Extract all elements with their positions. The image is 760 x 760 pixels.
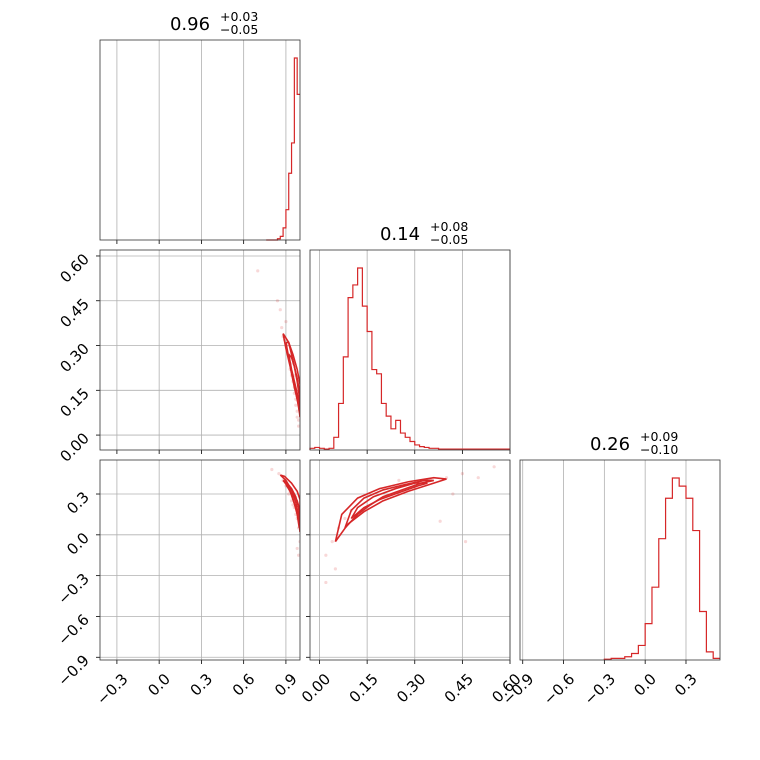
panel-1-0-ytick-label: 0.00 — [56, 429, 92, 465]
panel-1-0-sample-point — [295, 409, 299, 413]
panel-2-1-sample-point — [324, 553, 328, 557]
panel-1-0-sample-point — [296, 424, 300, 428]
hist-2-title-upper: +0.09 — [640, 429, 678, 444]
panel-1-0-sample-point — [280, 326, 284, 330]
panel-1-0-sample-point — [294, 403, 298, 407]
panel-2-1-sample-point — [330, 540, 334, 544]
panel-1-0-marks — [256, 269, 300, 428]
panel-1-0-sample-point — [256, 269, 260, 273]
panel-2-1-sample-point — [397, 478, 401, 483]
panel-2-1-sample-point — [463, 540, 468, 544]
panel-1-0-ytick-label: 0.15 — [56, 384, 92, 420]
panel-2-1-sample-point — [333, 567, 337, 571]
panel-2-0-sample-point — [295, 546, 299, 551]
panel-1-0-sample-point — [278, 308, 282, 312]
panel-2-0-ytick-label: 0.0 — [63, 529, 93, 559]
panel-2-1-xtick-label: 0.15 — [346, 670, 382, 706]
hist-2-step-line — [603, 477, 720, 660]
panel-2-1-sample-point — [460, 472, 464, 476]
hist-1-step-line — [309, 267, 510, 450]
panel-2-1-sample-point — [343, 516, 347, 521]
hist-0-title-lower: −0.05 — [220, 22, 258, 37]
panel-2-1-contour-2 — [334, 476, 447, 543]
hist-2-title-lower: −0.10 — [640, 442, 678, 457]
panel-1-0-sample-point — [296, 418, 300, 422]
hist-0-axes — [99, 39, 301, 241]
panel-2-0-ytick-label: −0.3 — [54, 570, 92, 608]
panel-2-1-sample-point — [492, 465, 496, 469]
panel-2-1-contour-1 — [350, 482, 428, 520]
hist-0-step-line — [266, 57, 300, 241]
panel-2-1-sample-point — [476, 476, 480, 480]
panel-2-0-contour-2 — [279, 474, 300, 533]
panel-2-0-xtick-label: 0.6 — [229, 670, 259, 700]
panel-1-0-sample-point — [284, 320, 288, 324]
hist-2-xtick-label: −0.6 — [540, 670, 578, 708]
panel-2-1-sample-point — [438, 519, 442, 523]
panel-2-1-axes — [309, 459, 511, 661]
panel-1-0-ytick-label: 0.30 — [56, 340, 92, 376]
panel-2-0-ytick-label: 0.3 — [63, 488, 93, 518]
panel-2-1-xtick-label: 0.45 — [441, 670, 477, 706]
panel-2-1-sample-point — [451, 492, 455, 496]
panel-2-0-ytick-label: −0.9 — [54, 651, 92, 689]
panel-2-0-sample-point — [270, 467, 274, 472]
panel-2-0-sample-point — [287, 492, 291, 496]
panel-2-0-xtick-label: 0.9 — [271, 670, 301, 700]
hist-2-xtick-label: 0.3 — [671, 670, 701, 700]
panel-1-0-sample-point — [295, 415, 299, 419]
hist-2-axes — [519, 459, 721, 661]
panel-2-0-axes — [99, 459, 301, 661]
hist-1-title-lower: −0.05 — [430, 232, 468, 247]
panel-1-0-ytick-label: 0.45 — [56, 295, 92, 331]
panel-2-1-xtick-label: 0.00 — [298, 670, 334, 706]
panel-1-0-sample-point — [275, 299, 280, 303]
panel-1-0-ytick-label: 0.60 — [56, 250, 92, 286]
panel-2-0-ytick-label: −0.6 — [54, 611, 92, 649]
hist-1-axes — [309, 249, 511, 451]
hist-2-title: 0.26 — [590, 434, 630, 455]
panel-2-0-xtick-label: −0.3 — [93, 670, 131, 708]
panel-2-1-sample-point — [324, 580, 328, 585]
hist-0-title-upper: +0.03 — [220, 9, 258, 24]
panel-2-0-sample-point — [277, 472, 281, 476]
panel-2-0-xtick-label: 0.0 — [144, 670, 174, 700]
panel-2-0-sample-point — [296, 553, 300, 557]
hist-2-xtick-label: 0.0 — [630, 670, 660, 700]
panel-2-1-marks — [324, 465, 496, 585]
panel-1-0-axes — [99, 249, 301, 451]
panel-1-0-contour-2 — [282, 333, 300, 418]
hist-0-title: 0.96 — [170, 14, 210, 35]
hist-1-title-upper: +0.08 — [430, 219, 468, 234]
panel-2-0-xtick-label: 0.3 — [187, 670, 217, 700]
hist-1-title: 0.14 — [380, 224, 420, 245]
panel-2-1-xtick-label: 0.30 — [393, 670, 429, 706]
hist-2-xtick-label: −0.3 — [581, 670, 619, 708]
